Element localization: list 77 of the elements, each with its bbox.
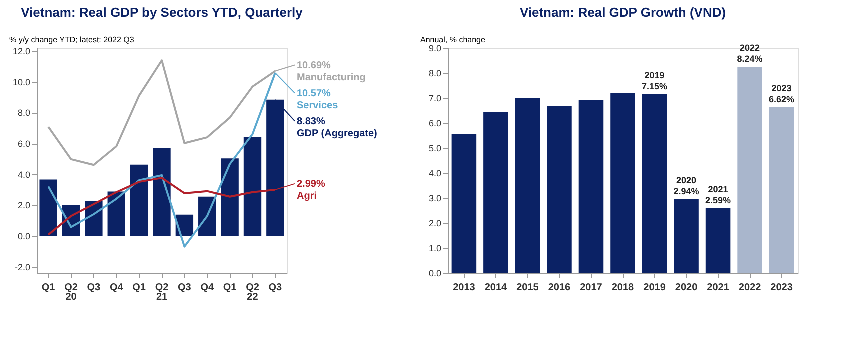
y-tick-label: 12.0 [12, 46, 30, 57]
x-tick-label: Q3 [87, 282, 102, 294]
data-label: 2023 6.62% [769, 84, 795, 104]
x-tick-label: 2022 [738, 282, 762, 294]
x-tick-label: 2023 [770, 282, 794, 294]
x-tick-label: 2018 [612, 282, 635, 294]
text: 20 [66, 292, 78, 303]
y-tick-label: 8.0 [18, 108, 30, 118]
x-tick-label: 2013 [453, 282, 476, 294]
data-label: 10.57% [297, 88, 332, 100]
x-tick-label: Q1 [132, 282, 146, 294]
bar [452, 134, 477, 273]
x-tick-label: Q4 [200, 282, 214, 294]
y-tick-label: 8.0 [428, 68, 442, 78]
bar [153, 148, 171, 236]
chart-title: Vietnam: Real GDP by Sectors YTD, Quarterly [21, 5, 304, 20]
bar [484, 112, 508, 273]
x-tick-label: 2014 [484, 282, 508, 294]
x-tick-label: 2015 [516, 282, 540, 294]
x-tick-label: 2017 [580, 282, 603, 294]
data-label: 2019 7.15% [642, 70, 668, 92]
y-tick-label: 0.0 [428, 268, 442, 278]
bar [642, 94, 668, 273]
y-tick-label: 4.0 [428, 168, 442, 178]
x-tick-label: Q4 [110, 282, 124, 294]
bar [108, 192, 126, 236]
y-tick-label: 10.0 [12, 77, 30, 88]
y-tick-label: 3.0 [428, 194, 442, 204]
bar [769, 108, 794, 273]
bar [40, 180, 58, 236]
x-tick-label: 2019 [644, 282, 666, 294]
x-tick-label: 2020 [675, 282, 698, 294]
series-label: GDP (Aggregate) [297, 128, 378, 140]
chart-title: Vietnam: Real GDP Growth (VND) [520, 5, 726, 20]
y-tick-label: 9.0 [428, 44, 442, 54]
bar [706, 208, 731, 273]
text: Agri [297, 190, 318, 202]
x-tick-label: Q1 [42, 282, 56, 294]
bar [738, 67, 762, 273]
bar [515, 98, 540, 273]
y-axis-title: % y/y change YTD; latest: 2022 Q3 [10, 36, 135, 44]
x-tick-label: 2016 [548, 282, 572, 294]
data-label: 8.83% [297, 116, 326, 128]
text: 21 [156, 292, 168, 303]
data-label: 2022 8.24% [737, 43, 763, 64]
data-label: 2021 2.59% [706, 184, 732, 206]
x-tick-label: Q2 [64, 282, 78, 294]
bar [674, 200, 699, 273]
bar [578, 100, 604, 273]
y-tick-label: 6.0 [428, 118, 442, 128]
y-tick-label: 4.0 [18, 170, 30, 180]
text: Services [297, 100, 339, 112]
y-tick-label: 7.0 [428, 94, 442, 104]
x-tick-label: Q1 [223, 282, 238, 294]
bar [610, 93, 636, 273]
bar [130, 164, 148, 236]
y-tick-label: -2.0 [14, 262, 30, 272]
text: Manufacturing [297, 72, 366, 84]
data-label: 10.69% [297, 60, 332, 72]
y-tick-label: 2.0 [18, 200, 30, 211]
data-label: 2020 2.94% [674, 176, 700, 196]
y-tick-label: 6.0 [18, 139, 30, 150]
y-tick-label: 5.0 [428, 144, 442, 154]
x-tick-label: Q2 [155, 282, 170, 294]
x-tick-label: Q3 [268, 282, 283, 294]
y-tick-label: 0.0 [18, 232, 30, 242]
y-tick-label: 2.0 [428, 218, 442, 228]
x-tick-label: Q2 [246, 282, 260, 294]
x-tick-label: 2021 [707, 282, 730, 294]
bar [547, 106, 572, 273]
y-tick-label: 1.0 [428, 244, 442, 254]
bar [221, 158, 239, 236]
bar [244, 137, 262, 236]
text: 22 [247, 292, 259, 303]
y-axis-title: Annual, % change [420, 36, 486, 44]
data-label: 2.99% [297, 178, 326, 190]
x-tick-label: Q3 [178, 282, 192, 294]
